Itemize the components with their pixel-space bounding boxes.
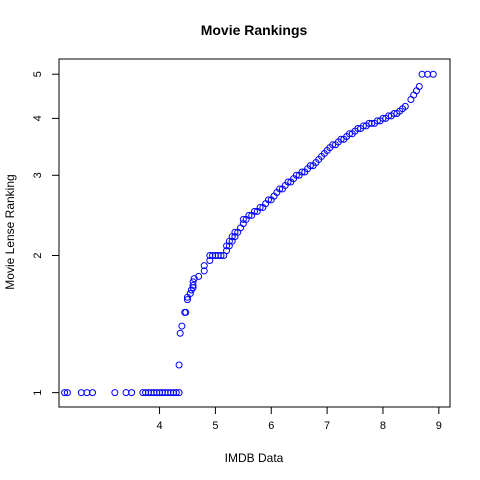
data-point	[175, 389, 183, 397]
data-point	[329, 141, 337, 149]
data-point	[256, 203, 264, 211]
data-point	[217, 252, 225, 260]
data-point	[407, 96, 415, 104]
x-tick-label: 8	[380, 420, 386, 432]
data-point	[61, 389, 69, 397]
data-point	[111, 389, 119, 397]
x-tick-label: 6	[268, 420, 274, 432]
data-point	[354, 125, 362, 133]
data-point	[373, 117, 381, 125]
data-point	[390, 109, 398, 117]
data-point	[264, 196, 272, 204]
data-point	[195, 272, 203, 280]
y-tick-label: 2	[32, 252, 44, 258]
y-tick-label: 3	[32, 172, 44, 178]
data-point	[410, 91, 418, 99]
data-point	[183, 296, 191, 304]
data-point	[178, 322, 186, 330]
data-points	[61, 70, 437, 397]
x-axis-label: IMDB Data	[225, 451, 284, 465]
data-point	[231, 228, 239, 236]
data-point	[292, 171, 300, 179]
data-point	[401, 102, 409, 110]
data-point	[182, 308, 190, 316]
y-axis-label: Movie Lense Ranking	[3, 174, 17, 289]
data-point	[298, 168, 306, 176]
data-point	[189, 278, 197, 286]
data-point	[63, 389, 71, 397]
data-point	[345, 130, 353, 138]
data-point	[172, 389, 180, 397]
chart-title: Movie Rankings	[201, 22, 308, 38]
data-point	[276, 185, 284, 193]
data-point	[176, 329, 184, 337]
y-axis: 1 2 3 4 5	[32, 71, 59, 396]
data-point	[189, 281, 197, 289]
data-point	[237, 224, 245, 232]
x-tick-label: 7	[324, 420, 330, 432]
data-point	[89, 389, 97, 397]
data-point	[251, 207, 258, 215]
data-point	[429, 70, 437, 78]
data-point	[306, 162, 314, 170]
x-tick-label: 5	[212, 420, 218, 432]
x-axis: 4 5 6 7 8 9	[156, 407, 442, 432]
data-point	[359, 122, 367, 130]
data-point	[412, 87, 420, 95]
data-point	[379, 114, 387, 122]
data-point	[284, 178, 292, 186]
data-point	[385, 112, 393, 120]
data-point	[245, 211, 253, 219]
data-point	[239, 215, 247, 223]
data-point	[200, 262, 208, 270]
data-point	[368, 119, 376, 127]
x-tick-label: 9	[436, 420, 442, 432]
data-point	[175, 361, 183, 369]
data-point	[200, 267, 208, 275]
y-tick-label: 5	[32, 71, 44, 77]
data-point	[337, 135, 345, 143]
y-tick-label: 4	[32, 115, 44, 121]
y-tick-label: 1	[32, 390, 44, 396]
data-point	[415, 82, 423, 90]
plot-frame	[58, 58, 451, 408]
data-point	[128, 389, 136, 397]
data-point	[186, 290, 194, 298]
x-tick-label: 4	[156, 420, 162, 432]
